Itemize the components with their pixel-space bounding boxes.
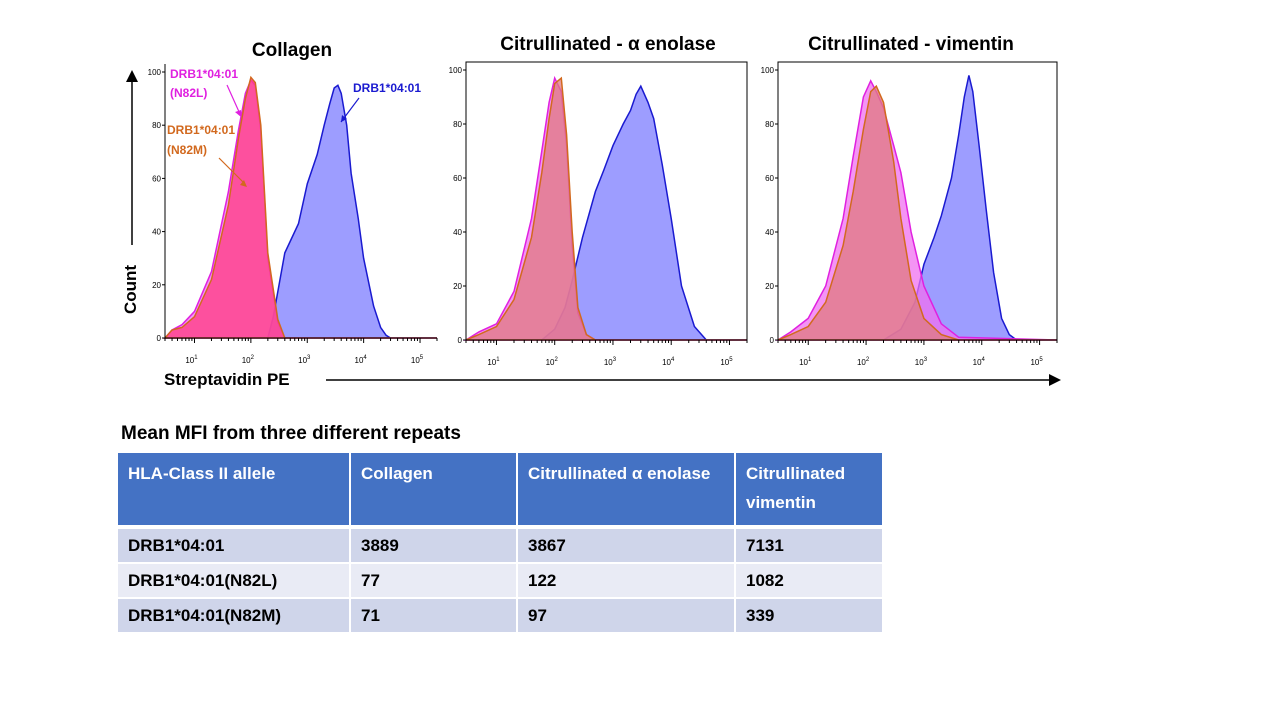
panel-title-collagen: Collagen <box>251 40 333 61</box>
histogram-collagen-drb0401 <box>165 84 437 339</box>
y-tick-label: 40 <box>152 228 161 237</box>
x-axis-label: Streptavidin PE <box>164 370 290 389</box>
y-tick-label: 60 <box>453 174 462 183</box>
y-axis-label: Count <box>121 264 140 314</box>
x-tick-label: 104 <box>973 357 986 367</box>
y-tick-label: 100 <box>761 66 775 75</box>
table-caption: Mean MFI from three different repeats <box>121 423 461 444</box>
cell-allele: DRB1*04:01(N82L) <box>118 563 351 599</box>
y-tick-label: 60 <box>765 174 774 183</box>
y-tick-label: 40 <box>765 228 774 237</box>
annotation-n82m-line1: DRB1*04:01 <box>167 123 235 137</box>
cell-collagen: 71 <box>350 598 518 634</box>
header-vimentin: Citrullinated vimentin <box>735 453 882 529</box>
table-row: DRB1*04:01(N82M) 71 97 339 <box>118 598 882 634</box>
histogram-enolase: 0 20 40 60 80 100 101 102 103 104 105 <box>449 61 748 367</box>
x-tick-label: 104 <box>662 357 675 367</box>
cell-allele: DRB1*04:01(N82M) <box>118 598 351 634</box>
y-tick-label: 80 <box>453 120 462 129</box>
y-tick-label: 20 <box>765 282 774 291</box>
panel-title-enolase: Citrullinated - α enolase <box>500 34 716 55</box>
cell-vimentin: 339 <box>735 598 882 634</box>
annotation-n82m-line2: (N82M) <box>167 143 207 157</box>
plot-frame-vimentin <box>777 61 1058 341</box>
x-tick-label: 105 <box>720 357 733 367</box>
y-tick-label: 80 <box>765 120 774 129</box>
shared-axis-arrows <box>126 70 1061 386</box>
x-tick-label: 102 <box>546 357 559 367</box>
annotation-drb0401: DRB1*04:01 <box>353 81 421 95</box>
y-tick-label: 60 <box>152 174 161 183</box>
annotation-n82l-line1: DRB1*04:01 <box>170 67 238 81</box>
histogram-vimentin-n82m <box>777 84 1057 341</box>
y-tick-label: 0 <box>458 336 463 345</box>
x-tick-label: 102 <box>242 355 255 365</box>
x-tick-label: 105 <box>411 355 424 365</box>
histogram-enolase-n82m <box>465 76 747 341</box>
header-allele: HLA-Class II allele <box>118 453 351 529</box>
x-tick-label: 103 <box>298 355 311 365</box>
mfi-table: HLA-Class II allele Collagen Citrullinat… <box>118 453 882 634</box>
arrowhead-n82l <box>235 110 241 117</box>
histogram-collagen: 0 20 40 60 80 100 101 102 103 104 105 DRB1*04:01 DRB… <box>148 64 438 365</box>
cell-vimentin: 1082 <box>735 563 882 599</box>
cell-enolase: 122 <box>517 563 736 599</box>
x-tick-label: 104 <box>355 355 368 365</box>
cell-collagen: 77 <box>350 563 518 599</box>
arrowhead-drb0401 <box>341 115 347 122</box>
cell-enolase: 3867 <box>517 527 736 564</box>
x-tick-label: 101 <box>185 355 198 365</box>
histogram-collagen-n82m <box>163 75 437 339</box>
x-tick-label: 101 <box>799 357 812 367</box>
annotation-arrow-n82m <box>218 157 246 185</box>
x-tick-label: 105 <box>1030 357 1043 367</box>
table-header-row: HLA-Class II allele Collagen Citrullinat… <box>118 453 882 529</box>
y-tick-label: 100 <box>449 66 463 75</box>
header-collagen: Collagen <box>350 453 518 529</box>
x-tick-label: 101 <box>487 357 500 367</box>
cell-allele: DRB1*04:01 <box>118 527 351 564</box>
x-tick-label: 102 <box>857 357 870 367</box>
x-tick-label: 103 <box>604 357 617 367</box>
histogram-vimentin: 0 20 40 60 80 100 101 102 103 104 105 <box>761 61 1058 367</box>
annotation-n82l-line2: (N82L) <box>170 86 207 100</box>
cell-enolase: 97 <box>517 598 736 634</box>
table-row: DRB1*04:01(N82L) 77 122 1082 <box>118 563 882 599</box>
y-tick-label: 80 <box>152 121 161 130</box>
annotation-arrow-n82l <box>226 84 241 115</box>
arrowhead-n82m <box>240 180 247 187</box>
cell-vimentin: 7131 <box>735 527 882 564</box>
y-tick-label: 40 <box>453 228 462 237</box>
panel-title-vimentin: Citrullinated - vimentin <box>808 34 1014 55</box>
y-tick-label: 0 <box>157 334 162 343</box>
y-tick-label: 20 <box>453 282 462 291</box>
y-tick-label: 20 <box>152 281 161 290</box>
y-tick-label: 0 <box>770 336 775 345</box>
plot-frame-enolase <box>465 61 748 341</box>
y-tick-label: 100 <box>148 68 162 77</box>
header-enolase: Citrullinated α enolase <box>517 453 736 529</box>
cell-collagen: 3889 <box>350 527 518 564</box>
x-tick-label: 103 <box>915 357 928 367</box>
table-row: DRB1*04:01 3889 3867 7131 <box>118 527 882 564</box>
